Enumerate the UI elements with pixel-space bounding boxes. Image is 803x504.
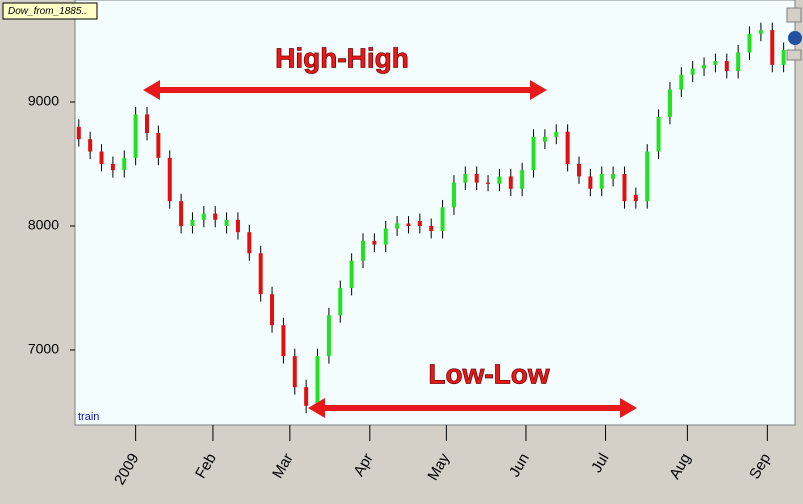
candle-body — [133, 114, 138, 158]
candle-body — [145, 114, 149, 133]
candle-body — [736, 52, 741, 71]
candle-body — [542, 136, 547, 142]
x-tick-label: Mar — [269, 450, 297, 481]
x-tick-label: Sep — [746, 450, 774, 482]
candles — [76, 22, 786, 414]
candle-body — [179, 201, 184, 226]
candle-body — [110, 163, 115, 171]
candle-body — [429, 225, 434, 231]
candle-body — [395, 223, 400, 229]
candle-body — [383, 228, 388, 245]
arrow-low — [308, 398, 637, 418]
arrow-shaft — [155, 87, 533, 93]
candle-body — [713, 61, 718, 65]
x-tick-label: 2009 — [111, 450, 142, 487]
series-label: train — [78, 411, 99, 423]
candle-body — [679, 74, 684, 90]
candle-body — [361, 240, 365, 261]
candle-body — [349, 260, 354, 288]
arrow-head — [530, 80, 547, 100]
y-tick-label: 8000 — [28, 217, 59, 233]
candle-body — [190, 219, 195, 226]
candle-body — [531, 136, 536, 171]
candle-body — [213, 213, 218, 220]
arrow-head — [620, 398, 637, 418]
candle-body — [747, 33, 752, 53]
candle-body — [770, 30, 775, 65]
candle-body — [645, 151, 650, 202]
candle-body — [667, 89, 672, 117]
x-tick-label: Jun — [506, 450, 533, 479]
y-tick-label: 7000 — [28, 341, 59, 357]
candle-body — [235, 219, 240, 233]
candle-body — [304, 387, 309, 406]
candle-body — [156, 132, 161, 158]
candle-body — [440, 207, 445, 231]
arrow-shaft — [322, 405, 623, 411]
candle-body — [622, 173, 627, 202]
candle-body — [758, 30, 763, 34]
candle-body — [270, 294, 275, 326]
candle-body — [565, 131, 570, 164]
arrow-head — [308, 398, 325, 418]
candle-body — [338, 287, 343, 316]
candle-body — [417, 221, 422, 226]
candle-body — [326, 315, 331, 357]
candle-body — [224, 219, 229, 226]
candle-body — [554, 131, 559, 137]
chart-title: Dow_from_1885.. — [8, 6, 87, 17]
candle-body — [315, 356, 320, 406]
candle-body — [520, 170, 525, 189]
globe-icon[interactable] — [788, 31, 802, 45]
candle-body — [76, 126, 81, 140]
candle-body — [508, 176, 513, 189]
toolbar-button[interactable] — [786, 49, 802, 61]
candle-body — [702, 64, 707, 69]
annotation: Low-Low — [428, 358, 550, 389]
toolbar-button[interactable] — [786, 7, 802, 23]
candle-body — [724, 61, 729, 71]
x-tick-label: Feb — [192, 450, 220, 481]
arrow-head — [143, 80, 160, 100]
candle-body — [247, 232, 252, 254]
candle-body — [599, 173, 604, 189]
candle-body — [588, 176, 593, 189]
x-tick-label: Jul — [588, 450, 612, 475]
candle-body — [406, 223, 411, 226]
candle-body — [781, 49, 786, 65]
candle-body — [474, 173, 479, 183]
candle-body — [611, 173, 616, 179]
candle-body — [486, 182, 491, 184]
plot-area — [74, 0, 796, 426]
arrow-high — [143, 80, 547, 100]
candle-body — [633, 194, 638, 202]
x-tick-label: Apr — [350, 450, 376, 479]
y-tick-label: 9000 — [28, 93, 59, 109]
candle-body — [690, 68, 695, 75]
candle-body — [122, 157, 127, 171]
candle-body — [372, 240, 377, 245]
candle-body — [463, 173, 468, 183]
title-box — [2, 2, 98, 20]
candle-body — [497, 176, 502, 184]
candle-body — [201, 213, 206, 220]
candle-body — [88, 139, 93, 152]
candle-body — [451, 182, 456, 208]
annotation: High-High — [275, 42, 409, 73]
candle-body — [281, 325, 286, 357]
candle-body — [99, 151, 104, 164]
x-tick-label: Aug — [666, 450, 694, 482]
candle-body — [656, 116, 661, 152]
candle-body — [577, 163, 581, 177]
candle-body — [167, 157, 172, 202]
candle-body — [292, 356, 297, 388]
candle-body — [258, 253, 263, 295]
x-tick-label: May — [424, 450, 453, 483]
